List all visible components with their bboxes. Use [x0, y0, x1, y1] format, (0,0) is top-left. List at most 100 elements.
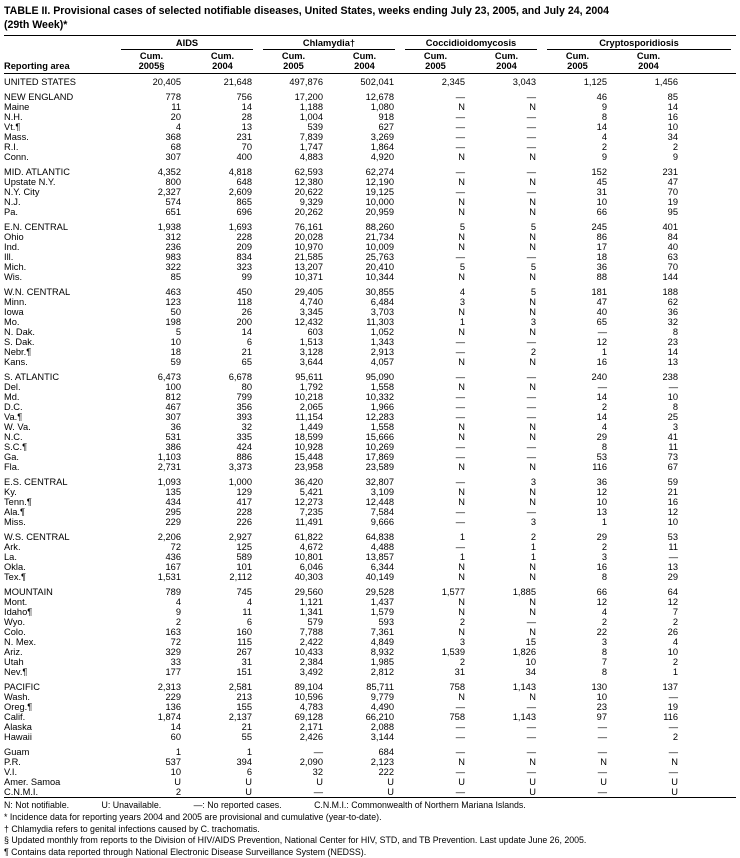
value-cell: N [529, 497, 537, 508]
value-cell: 181 [591, 287, 608, 298]
value-cell: 6,344 [370, 562, 394, 573]
value-cell: N [529, 327, 537, 338]
value-cell: N [529, 177, 537, 188]
value-cell: 3 [530, 477, 537, 488]
legend-unavailable: U: Unavailable. [101, 800, 162, 811]
value-cell: 329 [165, 647, 181, 658]
reporting-area-cell: W.S. CENTRAL [4, 532, 70, 543]
value-cell: 14 [667, 347, 679, 358]
value-cell: 31 [596, 187, 608, 198]
value-cell: 73 [667, 452, 679, 463]
area-row: Ind. 236 209 10,970 10,009 N N 17 40 [4, 242, 736, 252]
value-cell: U [316, 777, 323, 788]
spacer-cell [684, 432, 736, 442]
value-cell: 424 [236, 442, 252, 453]
reporting-area-cell: Ind. [4, 242, 20, 253]
value-cell: 47 [667, 177, 679, 188]
value-cell: — [455, 372, 465, 383]
spacer-cell [684, 177, 736, 187]
value-cell: 84 [667, 232, 679, 243]
value-cell: 9,329 [299, 197, 323, 208]
spacer-cell [684, 122, 736, 132]
value-cell: 1 [459, 317, 465, 328]
spacer-cell [684, 242, 736, 252]
value-cell: 2 [601, 542, 608, 553]
value-cell: — [455, 702, 465, 713]
value-cell: 100 [165, 382, 181, 393]
value-cell: 1,343 [370, 337, 394, 348]
value-cell: 9,666 [370, 517, 394, 528]
region-total-row: NEW ENGLAND 778 756 17,200 12,678 — — 46 85 [4, 87, 736, 102]
area-row: N.C. 531 335 18,599 15,666 N N 29 41 [4, 432, 736, 442]
value-cell: U [174, 777, 181, 788]
value-cell: 36 [596, 477, 608, 488]
spacer-cell [684, 712, 736, 722]
reporting-area-cell: Nev.¶ [4, 667, 28, 678]
subheader-row: Reporting area Cum. 2005§ Cum. 2004 Cum.… [4, 49, 736, 75]
area-row: Ala.¶ 295 228 7,235 7,584 — — 13 12 [4, 507, 736, 517]
spacer-cell [684, 787, 736, 798]
value-cell: 8 [601, 442, 608, 453]
value-cell: 21,585 [294, 252, 323, 263]
area-row: C.N.M.I. 2 U — U — U — U [4, 787, 736, 798]
value-cell: — [455, 142, 465, 153]
value-cell: 12,678 [365, 92, 394, 103]
value-cell: — [455, 507, 465, 518]
value-cell: 151 [236, 667, 252, 678]
value-cell: 23 [667, 337, 679, 348]
reporting-area-cell: S. Dak. [4, 337, 35, 348]
spacer-cell [684, 327, 736, 337]
spacer-cell [684, 197, 736, 207]
value-cell: 3 [530, 517, 537, 528]
value-cell: 1 [246, 747, 252, 758]
value-cell: 8 [672, 402, 679, 413]
value-cell: 33 [170, 657, 181, 668]
region-total-row: W.S. CENTRAL 2,206 2,927 61,822 64,838 1 2 29 53 [4, 527, 736, 542]
value-cell: — [455, 132, 465, 143]
value-cell: 2 [175, 787, 181, 798]
value-cell: — [526, 767, 537, 778]
value-cell: 26 [241, 307, 252, 318]
value-cell: 9 [672, 152, 679, 163]
value-cell: 307 [165, 412, 181, 423]
value-cell: 323 [236, 262, 252, 273]
subheader-coccidioidomycosis-2004: Cum. 2004 [471, 49, 543, 75]
value-cell: 116 [592, 462, 608, 473]
area-row: Vt.¶ 4 13 539 627 — — 14 10 [4, 122, 736, 132]
value-cell: N [529, 207, 537, 218]
reporting-area-cell: W.N. CENTRAL [4, 287, 71, 298]
value-cell: 7 [601, 657, 608, 668]
value-cell: 5 [459, 222, 465, 233]
value-cell: 2,327 [157, 187, 181, 198]
value-cell: U [529, 777, 537, 788]
value-cell: N [458, 232, 465, 243]
value-cell: N [458, 607, 465, 618]
value-cell: 2,137 [228, 712, 252, 723]
value-cell: 16 [596, 357, 608, 368]
value-cell: 63 [667, 252, 679, 263]
area-row: Del. 100 80 1,792 1,558 N N — — [4, 382, 736, 392]
area-row: Tenn.¶ 434 417 12,273 12,448 N N 10 16 [4, 497, 736, 507]
value-cell: 1,456 [654, 77, 679, 88]
spacer-cell [684, 777, 736, 787]
area-row: Maine 11 14 1,188 1,080 N N 9 14 [4, 102, 736, 112]
spacer-cell [684, 442, 736, 452]
value-cell: — [526, 452, 537, 463]
area-row: Okla. 167 101 6,046 6,344 N N 16 13 [4, 562, 736, 572]
value-cell: 1,792 [299, 382, 323, 393]
value-cell: N [529, 487, 537, 498]
value-cell: — [526, 132, 537, 143]
spacer-cell [684, 647, 736, 657]
value-cell: 2,088 [370, 722, 394, 733]
value-cell: 3,269 [370, 132, 394, 143]
spacer-cell [684, 757, 736, 767]
reporting-area-cell: Oreg.¶ [4, 702, 33, 713]
value-cell: 2,927 [228, 532, 252, 543]
value-cell: 16 [667, 112, 679, 123]
area-row: Ill. 983 834 21,585 25,763 — — 18 63 [4, 252, 736, 262]
value-cell: 497,876 [289, 77, 323, 88]
value-cell: 1,826 [512, 647, 537, 658]
value-cell: 589 [236, 552, 252, 563]
value-cell: N [529, 272, 537, 283]
value-cell: N [458, 197, 465, 208]
